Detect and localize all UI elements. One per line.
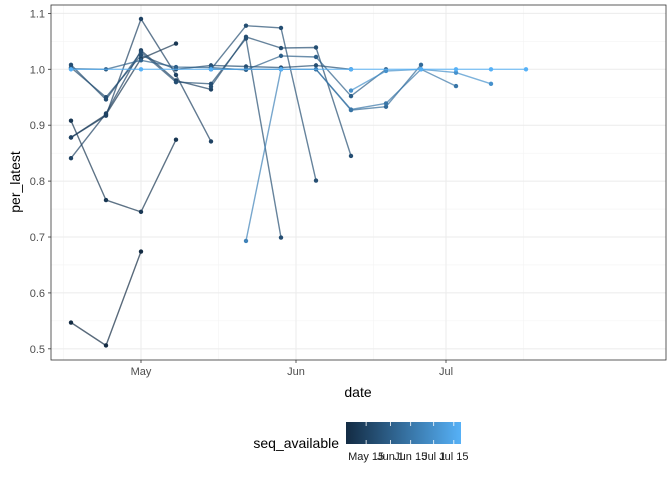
- data-point: [453, 67, 459, 72]
- y-tick-label: 0.5: [30, 344, 45, 356]
- data-point: [313, 63, 319, 68]
- y-tick-label: 1.1: [30, 8, 45, 20]
- data-point: [313, 54, 319, 60]
- legend-title: seq_available: [253, 435, 339, 451]
- data-point: [488, 67, 494, 72]
- x-axis-title: date: [344, 384, 371, 400]
- data-point: [138, 67, 144, 72]
- data-point: [68, 320, 74, 325]
- data-point: [313, 178, 319, 183]
- data-point: [243, 238, 249, 244]
- data-point: [138, 58, 144, 63]
- data-point: [208, 84, 214, 89]
- y-tick-label: 1.0: [30, 64, 45, 76]
- data-point: [348, 67, 354, 72]
- series-line: [210, 24, 317, 181]
- data-point: [278, 25, 284, 31]
- data-point: [138, 53, 144, 58]
- data-point: [173, 72, 179, 78]
- y-tick-label: 0.6: [30, 288, 45, 300]
- data-point: [348, 88, 354, 93]
- data-point: [418, 67, 424, 72]
- data-point: [348, 107, 354, 112]
- data-point: [418, 62, 424, 68]
- data-point: [278, 235, 284, 240]
- data-point: [208, 139, 214, 144]
- data-point: [138, 49, 144, 55]
- plot-panel: [51, 5, 666, 360]
- data-point: [243, 23, 249, 28]
- data-point: [278, 53, 284, 59]
- data-point: [173, 41, 179, 46]
- x-axis: May Jun Jul: [131, 360, 453, 378]
- data-point: [208, 67, 214, 72]
- data-point: [383, 104, 389, 109]
- legend-colorbar: [346, 422, 461, 444]
- x-tick-label: Jun: [287, 366, 305, 378]
- data-point: [68, 67, 74, 72]
- data-point: [138, 209, 144, 215]
- legend-label: Jun 1: [377, 451, 404, 463]
- data-point: [68, 135, 74, 140]
- series-2: [68, 118, 179, 215]
- data-point: [278, 45, 284, 51]
- data-point: [348, 93, 354, 99]
- data-point: [523, 67, 529, 72]
- data-point: [173, 64, 179, 70]
- data-point: [383, 101, 389, 106]
- data-point: [103, 197, 109, 203]
- data-point: [348, 153, 354, 159]
- data-point: [103, 95, 109, 100]
- data-point: [138, 249, 144, 254]
- legend-label: May 15: [348, 451, 384, 463]
- data-point: [278, 67, 284, 72]
- series-layer: [68, 16, 529, 348]
- data-point: [138, 16, 144, 22]
- legend-label: Jul 15: [439, 451, 468, 463]
- series-line: [70, 120, 177, 213]
- minor-gridlines: [51, 5, 666, 360]
- data-point: [453, 70, 459, 75]
- series-15: [68, 67, 529, 72]
- series-1: [68, 249, 144, 348]
- data-point: [173, 137, 179, 142]
- x-tick-label: May: [131, 366, 152, 378]
- plot-border: [50, 4, 667, 361]
- data-point: [453, 83, 459, 89]
- y-tick-label: 0.7: [30, 232, 45, 244]
- data-point: [103, 343, 109, 348]
- data-point: [313, 45, 319, 50]
- legend-label: Jul 1: [422, 451, 445, 463]
- data-point: [243, 34, 249, 40]
- legend-label: Jun 15: [394, 451, 427, 463]
- y-axis: 0.5 0.6 0.7 0.8 0.9 1.0 1.1: [30, 8, 51, 356]
- y-tick-label: 0.8: [30, 176, 45, 188]
- data-point: [173, 79, 179, 85]
- data-point: [68, 118, 74, 123]
- data-point: [68, 155, 74, 161]
- series-12: [313, 67, 459, 112]
- series-line: [245, 69, 282, 242]
- y-axis-title: per_latest: [7, 151, 23, 213]
- data-point: [103, 111, 109, 116]
- x-tick-label: Jul: [439, 366, 453, 378]
- data-point: [488, 81, 494, 87]
- y-tick-label: 0.9: [30, 120, 45, 132]
